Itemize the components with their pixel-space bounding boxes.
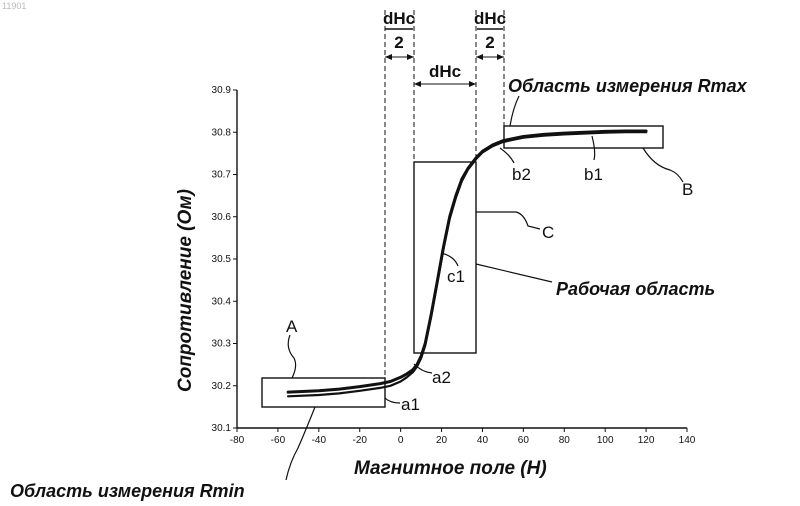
y-tick-label: 30.8 [212, 127, 232, 138]
leader-line-A [288, 335, 295, 378]
dim-half-left-top: dHc [383, 9, 415, 28]
y-tick-label: 30.2 [212, 381, 232, 392]
x-tick-label: -40 [312, 435, 327, 446]
label-a1: a1 [401, 395, 420, 414]
label-c1: c1 [447, 267, 465, 286]
dim-half-right-bottom: 2 [485, 33, 494, 52]
leader-line-rmax [510, 96, 519, 126]
dim-full-label: dHc [429, 62, 461, 81]
label-B: B [682, 180, 693, 199]
label-C: C [542, 223, 554, 242]
x-tick-label: -20 [353, 435, 368, 446]
label-a2: a2 [432, 368, 451, 387]
y-tick-label: 30.3 [212, 339, 232, 350]
watermark-text: 11901 [2, 1, 26, 11]
leader-line-C [476, 212, 540, 229]
x-tick-label: 60 [518, 435, 530, 446]
leader-line-b2 [500, 148, 514, 163]
dim-half-left-bottom: 2 [394, 33, 403, 52]
y-tick-label: 30.9 [212, 85, 232, 96]
y-tick-label: 30.5 [212, 254, 232, 265]
x-tick-label: -60 [271, 435, 286, 446]
dim-arrowhead [407, 54, 414, 60]
region-rmax-title: Область измерения Rmax [508, 76, 748, 96]
work-region-box [414, 162, 476, 353]
y-axis-title: Сопротивление (Ом) [175, 189, 196, 392]
x-axis-title: Магнитное поле (Н) [354, 458, 547, 479]
leader-line-work [476, 264, 552, 282]
x-tick-label: 20 [436, 435, 448, 446]
x-tick-label: -80 [230, 435, 245, 446]
y-tick-group: 30.1 30.2 30.3 30.4 30.5 30.6 30.7 30.8 30.9 [212, 85, 237, 434]
rmin-region-box [262, 378, 385, 407]
x-tick-label: 120 [638, 435, 655, 446]
x-tick-label: 80 [559, 435, 571, 446]
x-tick-label: 140 [679, 435, 696, 446]
x-tick-label: 40 [477, 435, 489, 446]
y-tick-label: 30.4 [212, 296, 232, 307]
y-tick-label: 30.1 [212, 423, 232, 434]
region-work-title: Рабочая область [556, 279, 715, 299]
label-b1: b1 [584, 165, 603, 184]
dim-arrowhead [497, 54, 504, 60]
label-b2: b2 [512, 165, 531, 184]
y-tick-label: 30.6 [212, 212, 232, 223]
dim-arrowhead [469, 81, 476, 87]
leader-line-B [643, 148, 683, 182]
leader-line-a1 [385, 398, 400, 403]
x-tick-label: 0 [398, 435, 404, 446]
dim-half-right-top: dHc [474, 9, 506, 28]
dim-arrowhead [414, 81, 421, 87]
region-rmin-title: Область измерения Rmin [10, 481, 245, 501]
y-tick-label: 30.7 [212, 170, 232, 181]
dim-arrowhead [385, 54, 392, 60]
dim-arrowhead [476, 54, 483, 60]
label-A: A [286, 317, 298, 336]
x-tick-label: 100 [597, 435, 614, 446]
